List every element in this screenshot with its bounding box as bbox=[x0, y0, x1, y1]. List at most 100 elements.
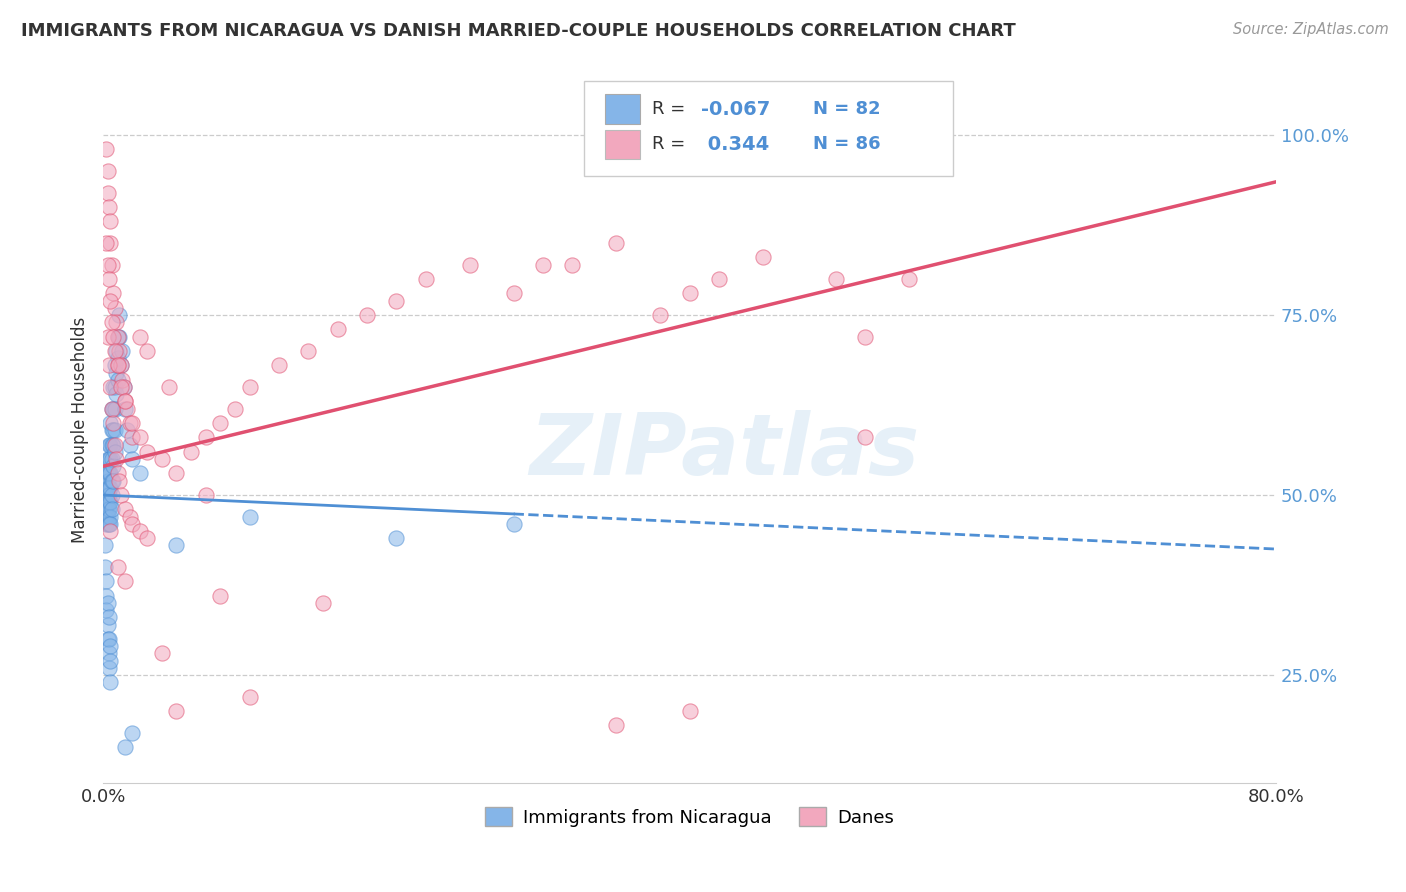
Point bbox=[128, 430, 150, 444]
Point bbox=[121, 725, 143, 739]
Text: ZIPatlas: ZIPatlas bbox=[530, 410, 920, 493]
Point bbox=[114, 394, 136, 409]
Point bbox=[103, 474, 125, 488]
Point bbox=[502, 286, 524, 301]
Point bbox=[209, 416, 232, 430]
Point bbox=[104, 380, 127, 394]
Point bbox=[561, 258, 583, 272]
Point bbox=[898, 272, 921, 286]
Point bbox=[107, 467, 129, 481]
Point bbox=[128, 467, 150, 481]
Point bbox=[94, 603, 117, 617]
Point bbox=[105, 387, 128, 401]
Point bbox=[103, 286, 125, 301]
Point bbox=[605, 235, 627, 250]
Point bbox=[94, 488, 117, 502]
Point bbox=[100, 654, 122, 668]
Point bbox=[118, 437, 141, 451]
Point bbox=[385, 531, 408, 545]
Point bbox=[94, 143, 117, 157]
Point bbox=[94, 516, 117, 531]
Point bbox=[101, 452, 124, 467]
Point bbox=[96, 516, 118, 531]
Point bbox=[98, 481, 121, 495]
Point bbox=[100, 452, 122, 467]
Point bbox=[101, 401, 124, 416]
Point bbox=[98, 495, 121, 509]
Point bbox=[104, 423, 127, 437]
Point bbox=[121, 416, 143, 430]
Point bbox=[105, 344, 128, 359]
Point bbox=[605, 718, 627, 732]
Point bbox=[100, 437, 122, 451]
Point bbox=[356, 308, 378, 322]
Point bbox=[107, 560, 129, 574]
FancyBboxPatch shape bbox=[605, 95, 640, 124]
Text: IMMIGRANTS FROM NICARAGUA VS DANISH MARRIED-COUPLE HOUSEHOLDS CORRELATION CHART: IMMIGRANTS FROM NICARAGUA VS DANISH MARR… bbox=[21, 22, 1017, 40]
Point bbox=[105, 366, 128, 380]
Point bbox=[94, 481, 117, 495]
Point bbox=[96, 452, 118, 467]
Point bbox=[107, 359, 129, 373]
Point bbox=[98, 359, 121, 373]
Text: N = 82: N = 82 bbox=[813, 100, 880, 119]
Point bbox=[415, 272, 437, 286]
Point bbox=[96, 596, 118, 610]
Point bbox=[96, 467, 118, 481]
Point bbox=[115, 423, 138, 437]
Point bbox=[98, 647, 121, 661]
Point bbox=[93, 538, 115, 552]
Point bbox=[96, 617, 118, 632]
Point bbox=[107, 329, 129, 343]
Point bbox=[104, 359, 127, 373]
Point bbox=[458, 258, 481, 272]
Point bbox=[98, 632, 121, 646]
Point bbox=[93, 560, 115, 574]
Point bbox=[112, 380, 135, 394]
Point bbox=[103, 423, 125, 437]
FancyBboxPatch shape bbox=[605, 129, 640, 160]
Point bbox=[98, 437, 121, 451]
Point bbox=[108, 344, 131, 359]
Point bbox=[98, 272, 121, 286]
Point bbox=[104, 445, 127, 459]
Point bbox=[103, 329, 125, 343]
Point bbox=[194, 488, 217, 502]
Point bbox=[101, 315, 124, 329]
Point bbox=[111, 373, 134, 387]
Point bbox=[93, 495, 115, 509]
Point bbox=[180, 445, 202, 459]
Point bbox=[165, 704, 187, 718]
Point bbox=[96, 502, 118, 516]
Point bbox=[93, 488, 115, 502]
Point bbox=[100, 467, 122, 481]
Text: R =: R = bbox=[652, 100, 690, 119]
Point bbox=[96, 474, 118, 488]
Point bbox=[107, 373, 129, 387]
Point bbox=[94, 589, 117, 603]
Point bbox=[103, 437, 125, 451]
Point bbox=[96, 164, 118, 178]
Point bbox=[98, 488, 121, 502]
Y-axis label: Married-couple Households: Married-couple Households bbox=[72, 318, 89, 543]
Point bbox=[194, 430, 217, 444]
Point bbox=[100, 516, 122, 531]
Point bbox=[98, 200, 121, 214]
Point bbox=[96, 509, 118, 524]
Point bbox=[114, 739, 136, 754]
Point bbox=[94, 509, 117, 524]
Point bbox=[98, 467, 121, 481]
Point bbox=[104, 401, 127, 416]
Point bbox=[110, 359, 132, 373]
Point bbox=[209, 589, 232, 603]
Point bbox=[121, 430, 143, 444]
Point bbox=[94, 574, 117, 589]
Point bbox=[104, 344, 127, 359]
Point bbox=[100, 235, 122, 250]
Point bbox=[100, 675, 122, 690]
Point bbox=[650, 308, 672, 322]
Point bbox=[96, 186, 118, 200]
Point bbox=[103, 459, 125, 474]
Point bbox=[105, 452, 128, 467]
Point bbox=[101, 258, 124, 272]
